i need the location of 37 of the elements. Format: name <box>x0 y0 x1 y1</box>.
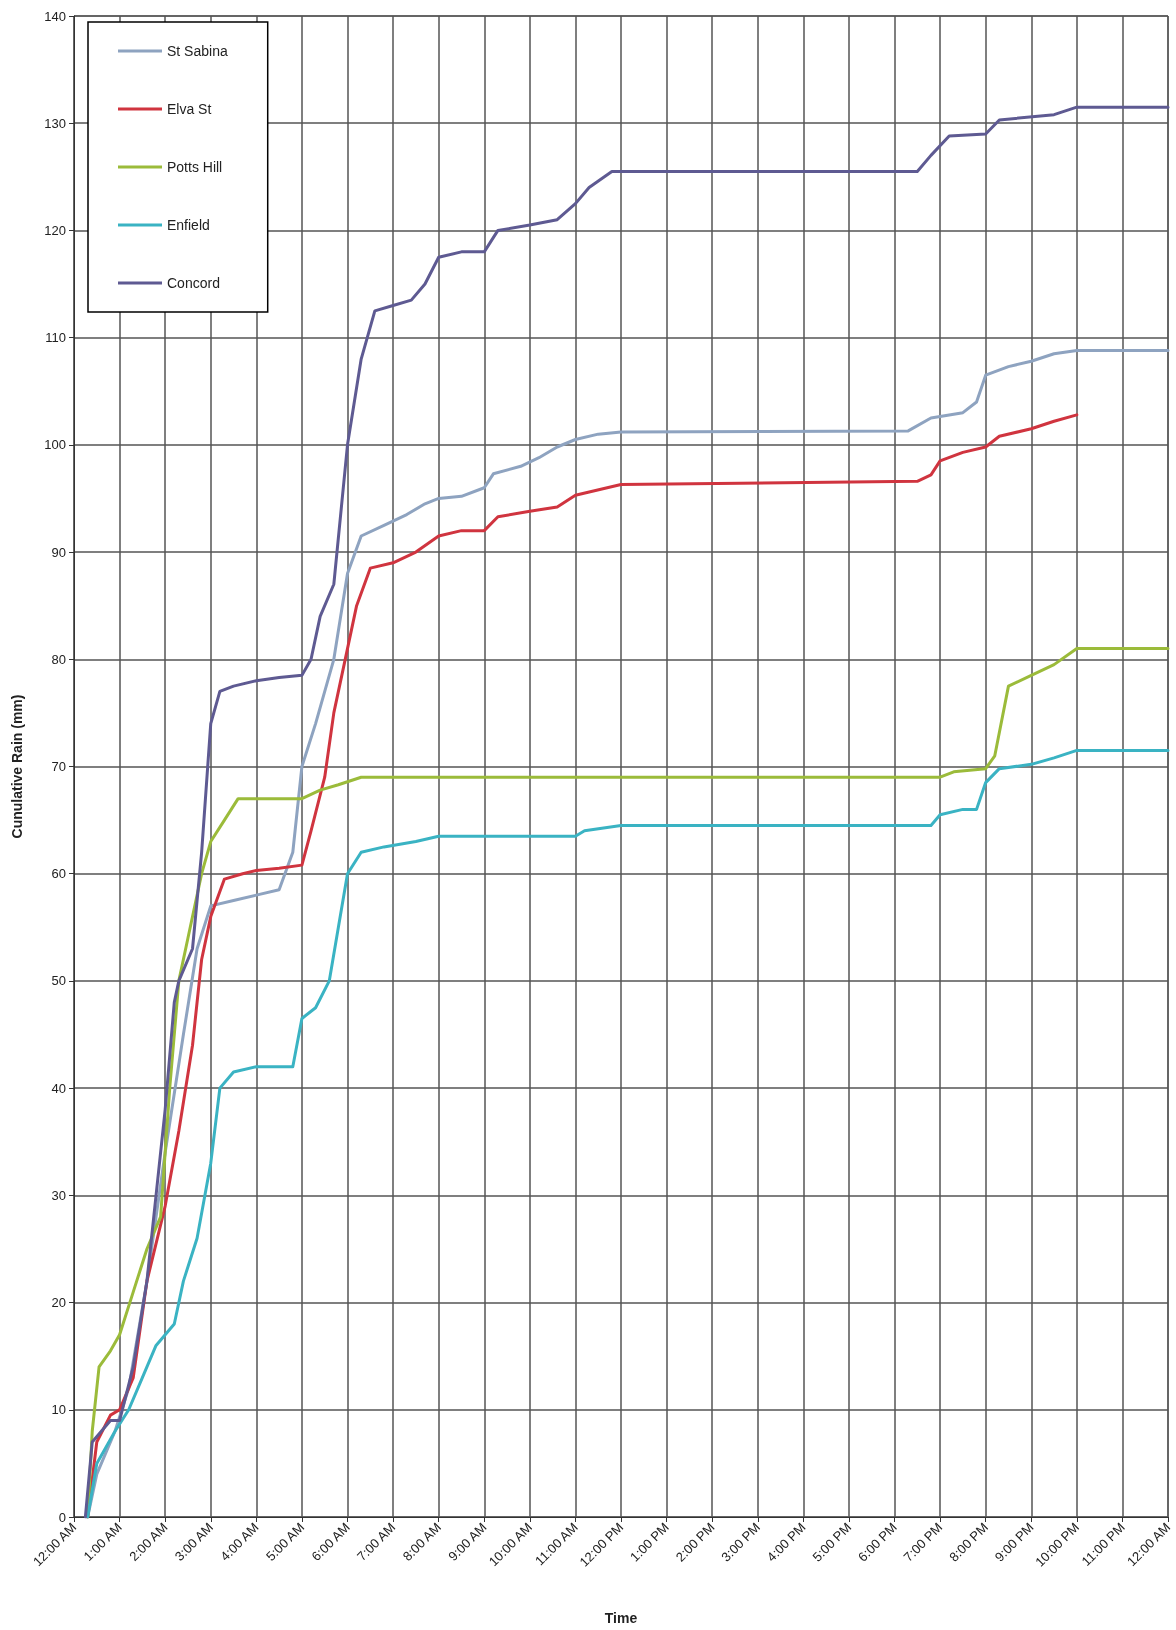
y-tick-label: 20 <box>51 1295 66 1311</box>
line-series <box>83 105 1170 1519</box>
y-tick-label: 60 <box>51 866 66 882</box>
y-tick-label: 110 <box>45 330 66 346</box>
y-tick-label: 90 <box>51 544 66 560</box>
x-tick-label: 8:00 AM <box>399 1519 444 1564</box>
y-tick-label: 140 <box>44 8 66 24</box>
legend-label: Enfield <box>167 217 210 233</box>
legend-label: St Sabina <box>167 43 228 59</box>
y-tick-label: 10 <box>51 1402 66 1418</box>
y-tick-label: 80 <box>51 651 66 667</box>
x-tick-label: 6:00 PM <box>855 1519 900 1565</box>
x-tick-label: 4:00 AM <box>217 1519 262 1564</box>
x-axis-title: Time <box>604 1610 638 1626</box>
y-tick-label: 0 <box>58 1509 66 1525</box>
y-tick-label: 70 <box>51 759 66 774</box>
x-tick-label: 1:00 AM <box>80 1519 125 1564</box>
x-tick-label: 2:00 AM <box>126 1519 171 1564</box>
y-tick-label: 40 <box>51 1080 66 1096</box>
x-tick-label: 9:00 AM <box>445 1519 490 1564</box>
legend-label: Potts Hill <box>167 159 223 175</box>
legend-label: Elva St <box>167 101 212 117</box>
x-tick-label: 8:00 PM <box>946 1519 991 1565</box>
y-tick-label: 30 <box>51 1187 66 1203</box>
x-tick-label: 3:00 AM <box>171 1519 217 1564</box>
x-tick-label: 6:00 AM <box>308 1519 353 1564</box>
y-axis-title: Cunulative Rain (mm) <box>9 694 25 839</box>
y-tick-label: 50 <box>51 973 66 989</box>
x-tick-label: 7:00 AM <box>354 1519 399 1564</box>
legend-label: Concord <box>167 275 220 291</box>
y-tick-label: 100 <box>44 437 66 453</box>
y-tick-label: 130 <box>44 115 66 131</box>
y-tick-label: 120 <box>44 222 66 238</box>
x-tick-label: 4:00 PM <box>763 1519 809 1565</box>
x-tick-label: 9:00 PM <box>991 1519 1037 1565</box>
x-tick-label: 5:00 AM <box>262 1519 308 1564</box>
x-tick-label: 7:00 PM <box>900 1519 946 1565</box>
